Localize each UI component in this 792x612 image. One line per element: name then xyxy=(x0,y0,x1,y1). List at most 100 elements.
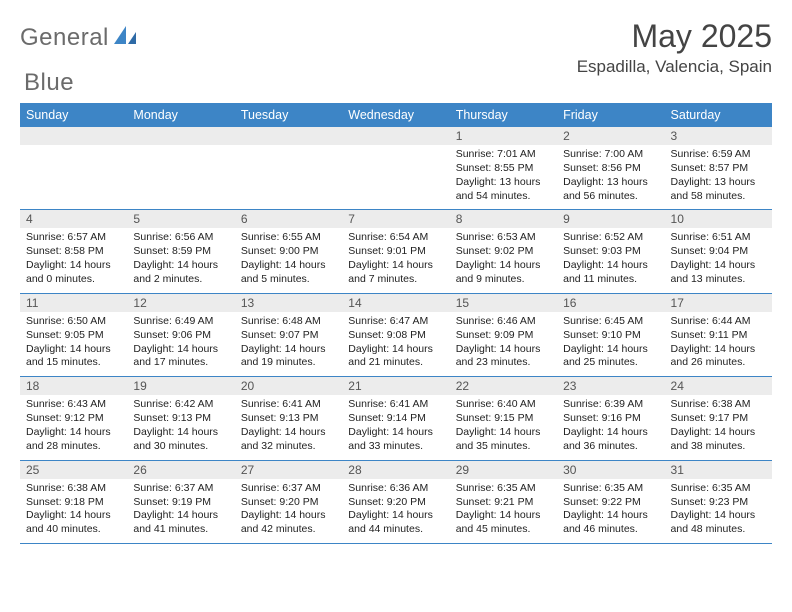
day-number-band xyxy=(342,127,449,145)
day-number-band xyxy=(20,127,127,145)
daylight-line: Daylight: 14 hours and 2 minutes. xyxy=(133,259,228,287)
sunrise-line: Sunrise: 7:01 AM xyxy=(456,148,551,162)
sunrise-line: Sunrise: 6:40 AM xyxy=(456,398,551,412)
daylight-line: Daylight: 14 hours and 35 minutes. xyxy=(456,426,551,454)
sunset-line: Sunset: 9:09 PM xyxy=(456,329,551,343)
daylight-line: Daylight: 14 hours and 46 minutes. xyxy=(563,509,658,537)
calendar-cell: 14Sunrise: 6:47 AMSunset: 9:08 PMDayligh… xyxy=(342,293,449,376)
location-subtitle: Espadilla, Valencia, Spain xyxy=(577,57,772,77)
daylight-line: Daylight: 13 hours and 54 minutes. xyxy=(456,176,551,204)
sunrise-line: Sunrise: 6:41 AM xyxy=(241,398,336,412)
sunrise-line: Sunrise: 6:47 AM xyxy=(348,315,443,329)
sunset-line: Sunset: 9:13 PM xyxy=(241,412,336,426)
day-details: Sunrise: 6:46 AMSunset: 9:09 PMDaylight:… xyxy=(450,312,557,376)
day-details: Sunrise: 6:38 AMSunset: 9:17 PMDaylight:… xyxy=(665,395,772,459)
sunrise-line: Sunrise: 6:44 AM xyxy=(671,315,766,329)
dow-header: Monday xyxy=(127,103,234,127)
day-details: Sunrise: 6:59 AMSunset: 8:57 PMDaylight:… xyxy=(665,145,772,209)
daylight-line: Daylight: 14 hours and 38 minutes. xyxy=(671,426,766,454)
sunrise-line: Sunrise: 6:35 AM xyxy=(671,482,766,496)
sunset-line: Sunset: 9:10 PM xyxy=(563,329,658,343)
calendar-cell: 13Sunrise: 6:48 AMSunset: 9:07 PMDayligh… xyxy=(235,293,342,376)
sunrise-line: Sunrise: 6:38 AM xyxy=(671,398,766,412)
calendar-cell: 7 Sunrise: 6:54 AMSunset: 9:01 PMDaylight… xyxy=(342,210,449,293)
calendar-cell: 16Sunrise: 6:45 AMSunset: 9:10 PMDayligh… xyxy=(557,293,664,376)
daylight-line: Daylight: 14 hours and 17 minutes. xyxy=(133,343,228,371)
calendar-cell: 9Sunrise: 6:52 AMSunset: 9:03 PMDaylight… xyxy=(557,210,664,293)
day-details: Sunrise: 6:53 AMSunset: 9:02 PMDaylight:… xyxy=(450,228,557,292)
daylight-line: Daylight: 14 hours and 45 minutes. xyxy=(456,509,551,537)
sunset-line: Sunset: 9:01 PM xyxy=(348,245,443,259)
day-number-band: 31 xyxy=(665,461,772,479)
dow-header: Thursday xyxy=(450,103,557,127)
calendar-cell: 4Sunrise: 6:57 AMSunset: 8:58 PMDaylight… xyxy=(20,210,127,293)
day-number-band: 17 xyxy=(665,294,772,312)
calendar-cell: 18Sunrise: 6:43 AMSunset: 9:12 PMDayligh… xyxy=(20,377,127,460)
daylight-line: Daylight: 14 hours and 7 minutes. xyxy=(348,259,443,287)
sunset-line: Sunset: 9:05 PM xyxy=(26,329,121,343)
day-number-band: 7 xyxy=(342,210,449,228)
calendar-cell: 27Sunrise: 6:37 AMSunset: 9:20 PMDayligh… xyxy=(235,460,342,543)
daylight-line: Daylight: 14 hours and 25 minutes. xyxy=(563,343,658,371)
calendar-cell: 12Sunrise: 6:49 AMSunset: 9:06 PMDayligh… xyxy=(127,293,234,376)
day-number-band: 22 xyxy=(450,377,557,395)
day-number-band: 12 xyxy=(127,294,234,312)
sunrise-line: Sunrise: 6:45 AM xyxy=(563,315,658,329)
day-number-band: 28 xyxy=(342,461,449,479)
daylight-line: Daylight: 14 hours and 23 minutes. xyxy=(456,343,551,371)
day-details: Sunrise: 6:44 AMSunset: 9:11 PMDaylight:… xyxy=(665,312,772,376)
calendar-cell: 30Sunrise: 6:35 AMSunset: 9:22 PMDayligh… xyxy=(557,460,664,543)
calendar-cell: 26Sunrise: 6:37 AMSunset: 9:19 PMDayligh… xyxy=(127,460,234,543)
brand-logo: General xyxy=(20,24,141,52)
calendar-cell: 17Sunrise: 6:44 AMSunset: 9:11 PMDayligh… xyxy=(665,293,772,376)
day-number-band: 6 xyxy=(235,210,342,228)
calendar-week-row: 4Sunrise: 6:57 AMSunset: 8:58 PMDaylight… xyxy=(20,210,772,293)
calendar-cell xyxy=(235,127,342,210)
calendar-cell: 2Sunrise: 7:00 AMSunset: 8:56 PMDaylight… xyxy=(557,127,664,210)
sunrise-line: Sunrise: 6:57 AM xyxy=(26,231,121,245)
calendar-cell xyxy=(20,127,127,210)
daylight-line: Daylight: 13 hours and 56 minutes. xyxy=(563,176,658,204)
day-details: Sunrise: 6:41 AMSunset: 9:14 PMDaylight:… xyxy=(342,395,449,459)
sunset-line: Sunset: 9:11 PM xyxy=(671,329,766,343)
day-details: Sunrise: 6:35 AMSunset: 9:22 PMDaylight:… xyxy=(557,479,664,543)
sunrise-line: Sunrise: 6:37 AM xyxy=(133,482,228,496)
day-details xyxy=(235,145,342,209)
day-number-band: 8 xyxy=(450,210,557,228)
day-details: Sunrise: 6:42 AMSunset: 9:13 PMDaylight:… xyxy=(127,395,234,459)
day-number-band: 11 xyxy=(20,294,127,312)
calendar-cell: 19Sunrise: 6:42 AMSunset: 9:13 PMDayligh… xyxy=(127,377,234,460)
sunrise-line: Sunrise: 6:51 AM xyxy=(671,231,766,245)
sail-icon xyxy=(113,24,139,51)
sunset-line: Sunset: 9:21 PM xyxy=(456,496,551,510)
brand-word-2: Blue xyxy=(24,69,74,96)
sunrise-line: Sunrise: 6:54 AM xyxy=(348,231,443,245)
calendar-cell: 28Sunrise: 6:36 AMSunset: 9:20 PMDayligh… xyxy=(342,460,449,543)
day-details: Sunrise: 7:01 AMSunset: 8:55 PMDaylight:… xyxy=(450,145,557,209)
sunrise-line: Sunrise: 6:41 AM xyxy=(348,398,443,412)
day-number-band: 9 xyxy=(557,210,664,228)
sunset-line: Sunset: 9:18 PM xyxy=(26,496,121,510)
day-details: Sunrise: 6:36 AMSunset: 9:20 PMDaylight:… xyxy=(342,479,449,543)
day-details: Sunrise: 6:38 AMSunset: 9:18 PMDaylight:… xyxy=(20,479,127,543)
calendar-cell: 10Sunrise: 6:51 AMSunset: 9:04 PMDayligh… xyxy=(665,210,772,293)
calendar-week-row: 25Sunrise: 6:38 AMSunset: 9:18 PMDayligh… xyxy=(20,460,772,543)
day-number-band: 10 xyxy=(665,210,772,228)
dow-header: Tuesday xyxy=(235,103,342,127)
month-title: May 2025 xyxy=(577,18,772,55)
daylight-line: Daylight: 14 hours and 11 minutes. xyxy=(563,259,658,287)
sunset-line: Sunset: 9:17 PM xyxy=(671,412,766,426)
calendar-cell: 6Sunrise: 6:55 AMSunset: 9:00 PMDaylight… xyxy=(235,210,342,293)
day-number-band: 3 xyxy=(665,127,772,145)
day-details: Sunrise: 6:35 AMSunset: 9:23 PMDaylight:… xyxy=(665,479,772,543)
sunrise-line: Sunrise: 6:42 AM xyxy=(133,398,228,412)
sunset-line: Sunset: 9:07 PM xyxy=(241,329,336,343)
daylight-line: Daylight: 14 hours and 28 minutes. xyxy=(26,426,121,454)
daylight-line: Daylight: 14 hours and 41 minutes. xyxy=(133,509,228,537)
day-details: Sunrise: 6:48 AMSunset: 9:07 PMDaylight:… xyxy=(235,312,342,376)
day-details xyxy=(342,145,449,209)
daylight-line: Daylight: 14 hours and 30 minutes. xyxy=(133,426,228,454)
calendar-cell: 22Sunrise: 6:40 AMSunset: 9:15 PMDayligh… xyxy=(450,377,557,460)
calendar-table: SundayMondayTuesdayWednesdayThursdayFrid… xyxy=(20,103,772,544)
day-number-band xyxy=(235,127,342,145)
